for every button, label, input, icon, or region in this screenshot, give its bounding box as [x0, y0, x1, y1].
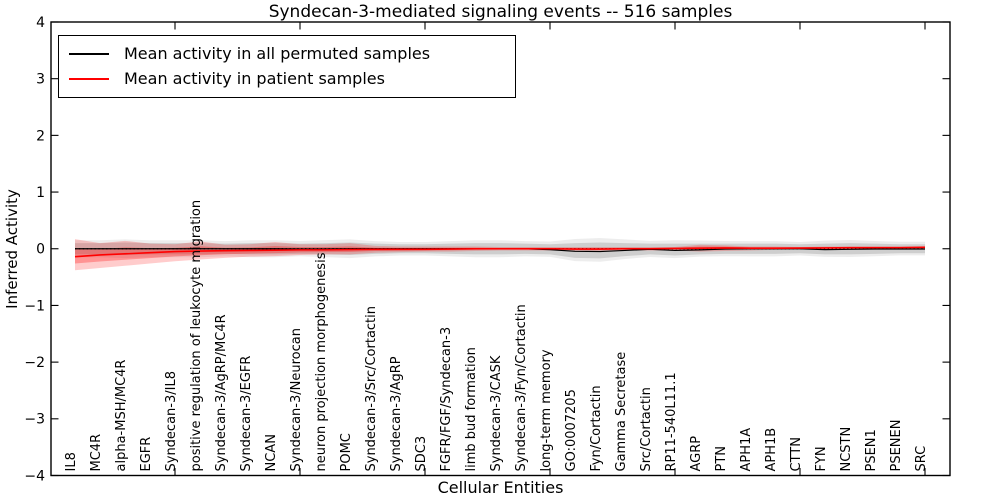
x-tick-label: APH1A — [739, 428, 754, 472]
y-axis-label: Inferred Activity — [3, 189, 21, 309]
x-tick-label: FGFR/FGF/Syndecan-3 — [439, 327, 454, 472]
x-tick-label: AGRP — [689, 436, 704, 472]
x-tick-label: NCAN — [264, 434, 279, 471]
permuted-line-sample-icon — [69, 52, 109, 55]
x-tick-label: SDC3 — [414, 436, 429, 472]
x-tick-label: Syndecan-3/Src/Cortactin — [364, 306, 379, 472]
permuted-band — [75, 242, 925, 259]
x-tick-label: Syndecan-3/Fyn/Cortactin — [514, 304, 529, 471]
x-tick-label: CTTN — [789, 437, 804, 471]
y-tick-label: −4 — [24, 468, 45, 484]
x-tick-label: APH1B — [764, 428, 779, 472]
x-tick-label: MC4R — [89, 434, 104, 472]
legend-entry: Mean activity in patient samples — [69, 71, 505, 87]
x-tick-label: Syndecan-3/CASK — [489, 355, 504, 471]
x-tick-label: POMC — [339, 433, 354, 471]
patient-line-sample-icon — [69, 78, 109, 81]
x-tick-label: Fyn/Cortactin — [589, 385, 604, 471]
patient-band-outer — [75, 239, 925, 271]
x-tick-label: Syndecan-3/AgRP — [389, 356, 404, 471]
y-tick-label: 2 — [36, 128, 45, 144]
x-tick-label: Syndecan-3/IL8 — [164, 371, 179, 471]
y-tick-label: 3 — [36, 72, 45, 88]
legend-label: Mean activity in patient samples — [124, 69, 385, 89]
patient-mean-line — [74, 246, 926, 258]
x-tick-label: IL8 — [64, 452, 79, 471]
x-tick-label: Syndecan-3/Neurocan — [289, 328, 304, 471]
x-tick-label: Syndecan-3/EGFR — [239, 356, 254, 472]
legend: Mean activity in all permuted samples Me… — [58, 35, 516, 98]
x-tick-label: NCSTN — [839, 427, 854, 472]
y-tick-label: −3 — [24, 412, 45, 428]
x-tick-label: Gamma Secretase — [614, 352, 629, 472]
x-tick-label: PSENEN — [889, 420, 904, 472]
permuted-band-outer — [75, 237, 925, 262]
chart-title: Syndecan-3-mediated signaling events -- … — [268, 2, 733, 22]
x-tick-label: PSEN1 — [864, 429, 879, 471]
legend-label: Mean activity in all permuted samples — [124, 43, 431, 63]
x-tick-label: SRC — [914, 446, 929, 472]
x-tick-label: alpha-MSH/MC4R — [114, 360, 129, 472]
x-tick-label: EGFR — [139, 437, 154, 472]
y-tick-label: −1 — [24, 298, 45, 314]
x-tick-label: RP11-540L11.1 — [664, 372, 679, 471]
y-tick-label: −2 — [24, 355, 45, 371]
x-tick-label: limb bud formation — [464, 347, 479, 471]
x-tick-label: Src/Cortactin — [639, 387, 654, 471]
y-tick-label: 4 — [36, 15, 45, 31]
y-tick-label: 1 — [36, 185, 45, 201]
x-axis-label: Cellular Entities — [437, 478, 564, 497]
y-tick-label: 0 — [36, 242, 45, 258]
x-tick-label: FYN — [814, 446, 829, 471]
legend-entry: Mean activity in all permuted samples — [69, 43, 505, 63]
x-tick-label: long-term memory — [539, 349, 554, 471]
x-tick-label: PTN — [714, 446, 729, 472]
x-tick-label: Syndecan-3/AgRP/MC4R — [214, 314, 229, 471]
x-tick-label: positive regulation of leukocyte migrati… — [189, 200, 204, 472]
x-tick-label: neuron projection morphogenesis — [314, 252, 329, 471]
x-tick-label: GO:0007205 — [564, 389, 579, 471]
